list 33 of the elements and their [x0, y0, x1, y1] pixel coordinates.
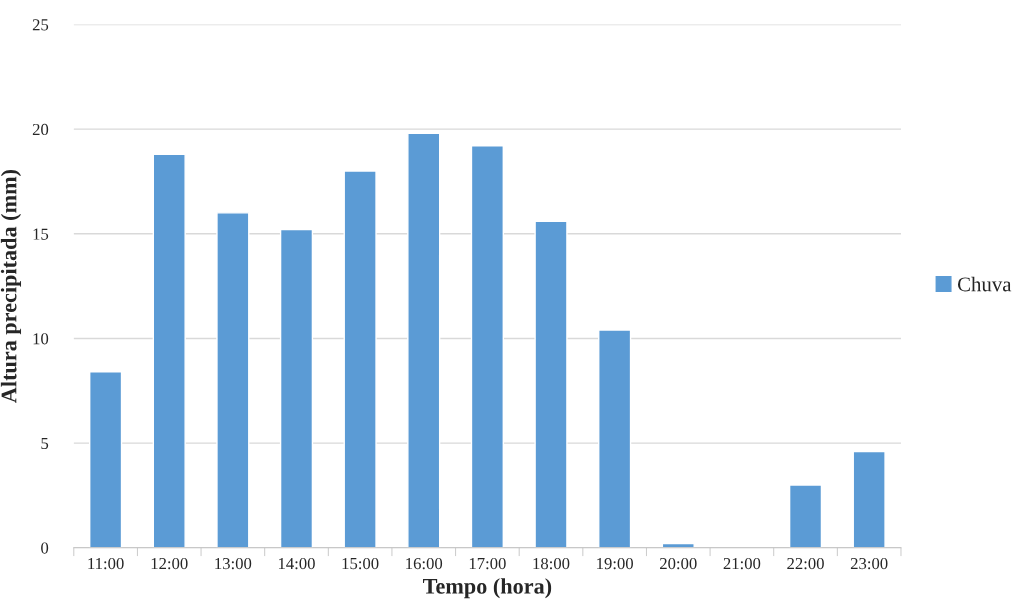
y-tick-label: 25 — [32, 19, 49, 31]
x-axis-title: Tempo (hora) — [423, 578, 552, 599]
y-tick-label: 20 — [32, 123, 49, 136]
bar — [343, 170, 377, 548]
x-tick-label: 23:00 — [850, 557, 888, 570]
x-tick-label: 12:00 — [151, 557, 188, 570]
x-tick-label: 19:00 — [597, 557, 633, 570]
bar — [470, 145, 504, 548]
x-tick-label: 18:00 — [533, 557, 570, 570]
x-tick-label: 11:00 — [88, 557, 124, 570]
x-tick-label: 13:00 — [215, 557, 252, 570]
y-tick-label: 10 — [33, 333, 49, 345]
x-tick-label: 17:00 — [469, 557, 506, 570]
x-tick-label: 22:00 — [787, 557, 824, 570]
bar — [89, 371, 123, 548]
bar — [216, 212, 250, 548]
bar — [788, 484, 823, 548]
bar — [152, 153, 186, 548]
legend-label: Chuva — [957, 276, 1012, 292]
y-tick-label: 5 — [41, 437, 49, 450]
y-axis-title: Altura precipitada (mm) — [0, 170, 22, 403]
x-tick-label: 16:00 — [406, 557, 443, 570]
x-tick-label: 20:00 — [660, 557, 697, 570]
x-tick-label: 21:00 — [723, 557, 761, 570]
bar — [279, 228, 314, 548]
y-tick-label: 0 — [41, 542, 49, 554]
x-tick-label: 15:00 — [342, 557, 379, 570]
y-tick-label: 15 — [33, 228, 49, 240]
bar — [598, 329, 632, 548]
bar — [407, 132, 441, 548]
bar — [852, 450, 886, 548]
x-tick-label: 14:00 — [278, 557, 315, 570]
bar — [534, 220, 568, 548]
